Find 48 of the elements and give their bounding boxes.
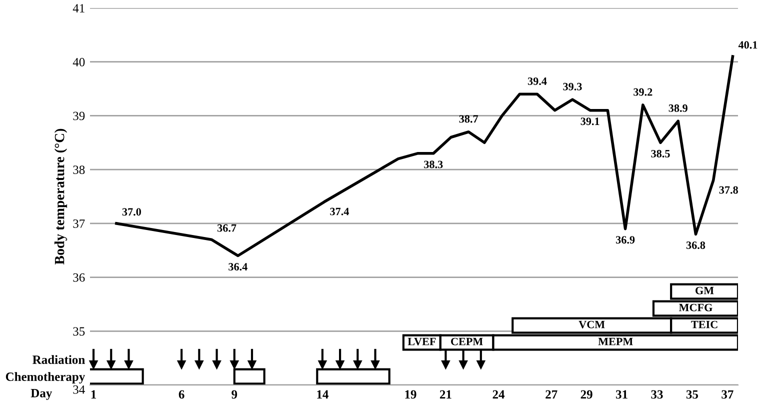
data-label: 38.3 [424, 160, 443, 168]
data-label: 36.4 [228, 263, 248, 271]
data-label: 39.2 [634, 88, 652, 96]
data-label: 38.5 [651, 150, 670, 158]
y-tick-label: 41 [72, 4, 84, 12]
x-tick-label: 9 [232, 390, 238, 399]
y-tick-label: Chemotherapy [6, 372, 86, 384]
x-tick-label: 31 [616, 390, 628, 399]
x-tick-label: 1 [91, 390, 96, 399]
series-label: TEIC [691, 320, 718, 328]
y-tick-label: 38 [73, 166, 85, 174]
series-label: CEPM [451, 338, 483, 346]
x-tick-label: 33 [651, 390, 663, 399]
x-tick-label: 27 [546, 390, 558, 399]
data-label: 39.4 [528, 78, 547, 86]
series-label: GM [696, 286, 714, 294]
data-label: 37.4 [330, 208, 349, 216]
data-label: 40.1 [738, 41, 758, 49]
data-label: 39.1 [580, 118, 600, 126]
y-tick-label: 34 [73, 385, 85, 394]
data-label: 36.7 [217, 224, 236, 232]
x-tick-label: 24 [492, 390, 505, 399]
x-tick-label: 29 [580, 390, 592, 399]
data-label: 37.0 [122, 208, 141, 216]
y-tick-label: 39 [73, 112, 85, 120]
series-label: VCM [578, 320, 605, 328]
x-tick-label: 19 [405, 390, 416, 399]
y-tick-label: 37 [73, 219, 85, 228]
x-axis-title: Day [30, 389, 52, 400]
data-label: 36.8 [686, 241, 706, 250]
data-label: 38.7 [459, 115, 478, 123]
data-label: 39.3 [563, 82, 582, 90]
x-tick-label: 37 [722, 390, 734, 399]
data-label: 37.8 [719, 186, 738, 194]
data-label: 38.9 [668, 104, 688, 112]
y-tick-label: 36 [73, 273, 85, 282]
y-tick-label: 40 [72, 58, 85, 66]
x-tick-label: 21 [440, 390, 452, 399]
series-label: MEPM [598, 338, 633, 346]
x-tick-label: 14 [317, 390, 328, 399]
data-label: 36.9 [616, 236, 635, 244]
y-tick-label: 35 [73, 327, 85, 336]
x-tick-label: 35 [686, 390, 698, 399]
series-label: MCFG [678, 304, 712, 312]
y-tick-label: Radiation [32, 355, 85, 364]
y-axis-title: Body temperature (°C) [54, 128, 68, 264]
x-tick-label: 6 [178, 390, 184, 399]
series-label: LVEF [408, 338, 436, 346]
